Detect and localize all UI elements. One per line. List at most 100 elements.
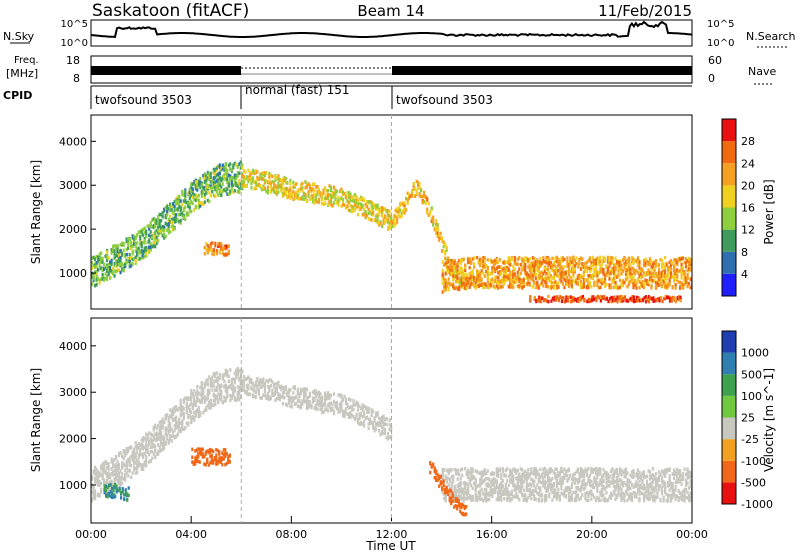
velocity-cell	[268, 378, 271, 382]
power-cell	[563, 271, 566, 276]
power-cell	[632, 295, 636, 299]
power-cell	[293, 183, 296, 187]
power-cell	[119, 243, 122, 247]
velocity-cell	[298, 392, 301, 396]
power-cell	[585, 278, 588, 282]
velocity-cell	[208, 402, 211, 406]
velocity-cell	[206, 390, 209, 394]
power-cell	[561, 258, 564, 262]
power-cell	[497, 279, 500, 283]
power-cell	[590, 285, 593, 289]
velocity-cell	[115, 455, 118, 459]
power-cell	[418, 191, 421, 196]
power-cell	[560, 296, 563, 300]
velocity-cell	[146, 450, 149, 455]
velocity-cell	[369, 419, 372, 423]
velocity-cell	[310, 403, 313, 408]
power-cell	[600, 281, 603, 286]
velocity-cell	[206, 378, 209, 382]
power-cell	[182, 193, 185, 197]
velocity-cell	[480, 475, 483, 479]
power-cell	[557, 285, 560, 289]
power-cell	[226, 187, 229, 191]
velocity-cell	[308, 394, 312, 398]
power-cell	[130, 244, 133, 249]
velocity-cell	[247, 375, 250, 379]
power-cell	[456, 279, 459, 284]
power-cell	[673, 264, 676, 268]
velocity-cell	[182, 400, 185, 405]
velocity-cell	[203, 383, 206, 388]
power-cell	[686, 284, 689, 289]
power-cell	[578, 273, 581, 278]
power-cell	[582, 285, 585, 289]
power-cell	[115, 264, 118, 269]
power-cell	[396, 217, 399, 222]
velocity-cell	[296, 398, 299, 403]
velocity-cell	[158, 420, 161, 425]
velocity-cell	[152, 438, 155, 442]
power-cell	[205, 186, 208, 190]
power-cell	[292, 189, 295, 194]
velocity-cell	[113, 477, 116, 482]
velocity-cell	[121, 454, 124, 459]
power-cell	[584, 278, 587, 282]
velocity-cell	[467, 486, 470, 491]
velocity-cell	[489, 492, 492, 497]
velocity-cell	[464, 491, 467, 495]
velocity-cell	[152, 426, 155, 430]
power-cell	[304, 180, 307, 184]
power-cell	[476, 255, 479, 260]
velocity-cell	[301, 388, 304, 392]
power-cell	[626, 259, 629, 263]
power-cell	[459, 260, 462, 264]
power-cell	[645, 279, 649, 283]
power-cell	[217, 178, 220, 182]
power-cell	[506, 266, 509, 270]
velocity-cell	[307, 402, 310, 406]
power-cell	[229, 162, 232, 166]
power-cell	[629, 271, 632, 275]
power-cell	[570, 279, 573, 283]
power-cell	[268, 171, 271, 176]
velocity-cell	[266, 384, 269, 389]
velocity-cell	[253, 384, 256, 388]
velocity-cell	[455, 469, 458, 473]
power-cell	[455, 263, 458, 267]
power-cell	[262, 171, 265, 175]
power-cell	[378, 209, 381, 213]
velocity-cell	[337, 410, 340, 415]
power-cell	[654, 285, 658, 289]
power-cell	[217, 242, 220, 246]
power-cell	[447, 269, 450, 274]
power-cell	[341, 203, 345, 207]
velocity-cell	[307, 400, 310, 404]
power-cell	[530, 277, 533, 281]
power-cell	[575, 281, 578, 285]
power-cell	[452, 265, 455, 269]
velocity-cell	[387, 436, 390, 440]
power-cell	[314, 185, 318, 189]
velocity-cell	[145, 464, 148, 468]
power-cell	[638, 260, 641, 264]
power-cell	[376, 218, 379, 223]
power-cell	[647, 295, 651, 299]
power-cell	[467, 278, 470, 282]
power-cell	[656, 263, 659, 268]
power-cell	[524, 263, 527, 267]
power-cell	[148, 224, 151, 228]
power-cell	[232, 190, 235, 194]
power-cell	[501, 284, 504, 289]
power-cell	[331, 195, 334, 199]
power-cell	[191, 201, 194, 206]
power-cell	[474, 286, 477, 290]
power-cell	[337, 199, 340, 203]
power-cell	[125, 247, 128, 252]
power-cell	[304, 186, 307, 190]
velocity-cell	[236, 385, 239, 389]
velocity-cell	[277, 380, 280, 385]
velocity-cell	[509, 499, 512, 503]
power-cell	[566, 259, 569, 264]
power-cell	[617, 260, 620, 265]
power-cell	[211, 179, 214, 184]
